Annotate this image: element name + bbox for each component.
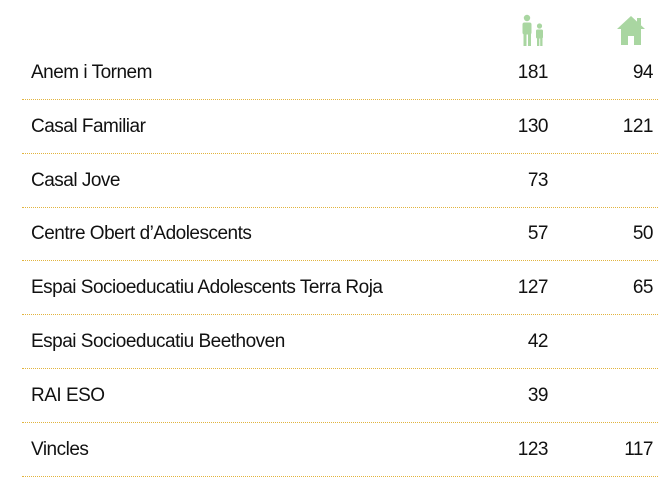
count-homes: 121 bbox=[622, 115, 654, 137]
count-people: 181 bbox=[517, 62, 549, 83]
home-icon bbox=[617, 16, 645, 45]
row-label: Anem i Tornem bbox=[31, 62, 152, 83]
table-row: Espai Socioeducatiu Beethoven 42 bbox=[22, 315, 658, 369]
count-homes: 94 bbox=[632, 62, 654, 83]
table-row: Casal Jove 73 bbox=[22, 154, 658, 208]
row-label: RAI ESO bbox=[31, 384, 105, 406]
count-homes: 50 bbox=[632, 223, 654, 245]
row-label: Vincles bbox=[31, 438, 89, 460]
table-row: Vincles 123 117 bbox=[22, 423, 658, 477]
count-people: 42 bbox=[527, 331, 549, 352]
family-icon bbox=[522, 14, 543, 46]
row-label: Espai Socioeducatiu Beethoven bbox=[31, 331, 285, 352]
table-row: RAI ESO 39 bbox=[22, 369, 658, 423]
table-row: Centre Obert d’Adolescents 57 50 bbox=[22, 207, 658, 262]
table-row: Casal Familiar 130 121 bbox=[22, 100, 658, 154]
row-label: Espai Socioeducatiu Adolescents Terra Ro… bbox=[31, 277, 383, 299]
row-label: Casal Familiar bbox=[31, 115, 146, 137]
count-homes: 117 bbox=[624, 438, 653, 460]
count-people: 39 bbox=[527, 384, 549, 406]
row-label: Centre Obert d’Adolescents bbox=[31, 223, 252, 245]
count-people: 57 bbox=[527, 223, 549, 245]
row-label: Casal Jove bbox=[31, 169, 121, 191]
table-row: Espai Socioeducatiu Adolescents Terra Ro… bbox=[22, 261, 658, 316]
count-people: 73 bbox=[527, 169, 549, 191]
count-people: 127 bbox=[517, 277, 549, 299]
count-people: 123 bbox=[517, 438, 549, 460]
table-row: Anem i Tornem 181 94 bbox=[22, 46, 658, 100]
count-people: 130 bbox=[517, 115, 549, 137]
count-homes: 65 bbox=[632, 277, 654, 299]
page: {"table": {"rows": [ ["Anem i Tornem", "… bbox=[22, 14, 658, 477]
